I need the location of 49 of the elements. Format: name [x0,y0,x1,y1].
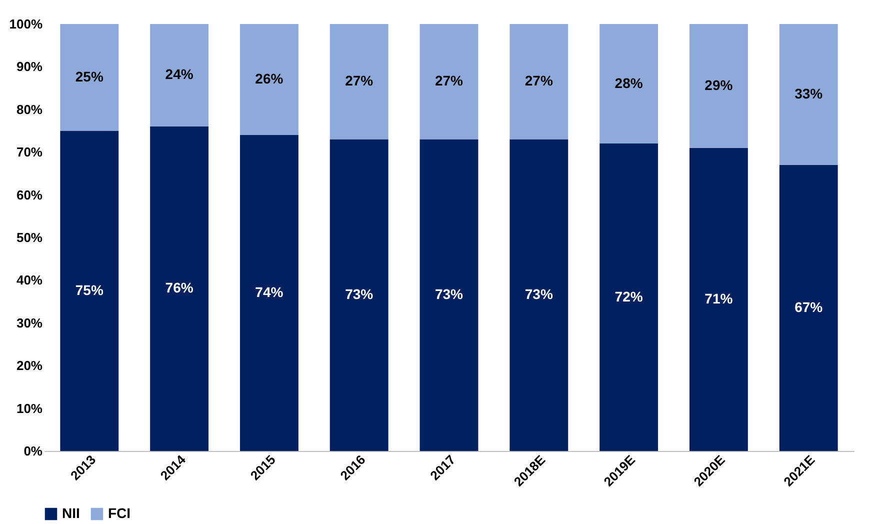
bar [689,24,748,148]
y-tick-label: 90% [16,59,43,74]
data-label: 24% [165,66,194,82]
bar [60,130,119,451]
data-label: 28% [614,74,644,91]
y-tick-label: 20% [16,358,43,374]
data-label: 29% [704,76,734,93]
data-label: 74% [255,284,284,300]
legend-label: NII [62,505,80,521]
bar [330,139,388,451]
bar [420,24,478,140]
data-label: 27% [434,72,464,89]
data-label: 27% [345,72,374,89]
data-label: 73% [524,286,554,302]
bar [779,24,838,165]
bar [510,139,568,451]
bar [600,144,658,451]
y-tick-label: 30% [16,315,43,330]
data-label: 72% [614,288,644,304]
bar [510,24,568,140]
data-label: 76% [165,280,194,296]
bar [600,24,658,144]
bar [330,24,388,140]
bar [779,164,838,451]
bar [60,24,119,131]
bar [240,135,298,451]
y-tick-label: 40% [16,272,43,288]
data-label: 71% [704,290,734,306]
bar [150,24,209,126]
y-tick-label: 80% [16,102,43,117]
y-tick-label: 10% [16,400,43,416]
y-tick-label: 0% [24,444,43,458]
data-label: 27% [524,72,554,89]
bar [150,126,209,451]
data-label: 73% [345,286,374,302]
data-label: 33% [794,85,824,102]
bar [420,139,478,451]
y-tick-label: 70% [16,144,43,160]
data-label: 26% [255,70,284,87]
data-label: 25% [75,68,104,84]
y-tick-label: 60% [16,187,43,202]
bar [689,148,748,451]
legend-label: FCI [108,505,131,521]
data-label: 75% [75,282,104,298]
data-label: 73% [434,286,464,302]
y-tick-label: 50% [16,230,43,245]
data-label: 67% [794,298,824,315]
bar [240,24,298,136]
y-tick-label: 100% [9,16,43,32]
